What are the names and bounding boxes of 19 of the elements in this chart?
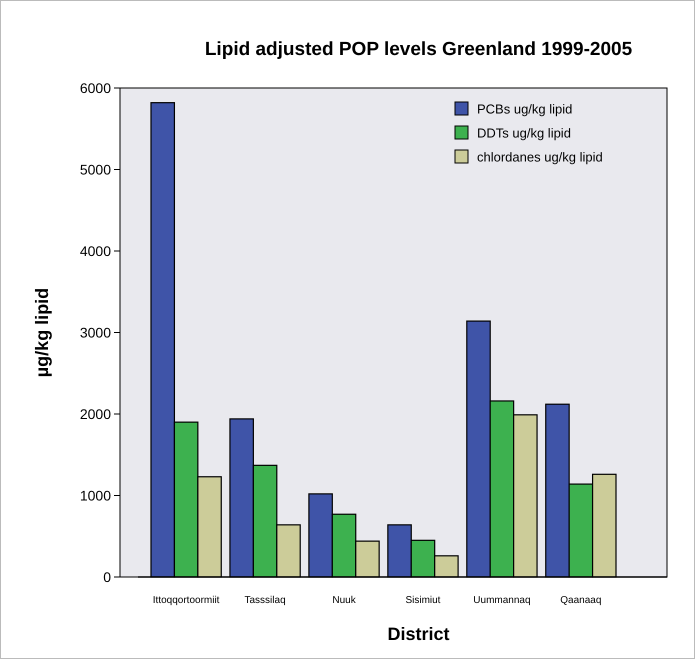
x-axis-title: District (387, 624, 450, 644)
x-tick-label: Qaanaaq (560, 595, 602, 606)
y-axis-title: µg/kg lipid (32, 288, 52, 378)
x-tick-label: Ittoqqortoormiit (152, 595, 220, 606)
chart-title: Lipid adjusted POP levels Greenland 1999-2005 (204, 39, 633, 60)
x-tick-label: Tasssilaq (244, 595, 286, 606)
y-tick-label: 3000 (80, 324, 112, 340)
y-tick-label: 4000 (80, 242, 112, 259)
y-tick-label: 1000 (80, 487, 112, 504)
x-tick-label: Nuuk (332, 595, 357, 606)
legend-label: chlordanes ug/kg lipid (477, 150, 603, 165)
legend-label: PCBs ug/kg lipid (477, 102, 572, 117)
y-tick-label: 2000 (80, 406, 112, 422)
x-tick-label: Uummannaq (473, 595, 531, 606)
y-tick-label: 0 (103, 568, 112, 585)
legend-label: DDTs ug/kg lipid (477, 126, 571, 141)
y-tick-label: 5000 (80, 161, 112, 178)
x-tick-label: Sisimiut (405, 595, 441, 606)
y-tick-label: 6000 (80, 80, 112, 96)
